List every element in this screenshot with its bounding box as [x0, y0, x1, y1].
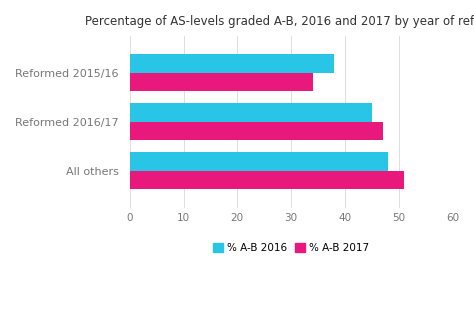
- Bar: [130, 103, 372, 122]
- Title: Percentage of AS-levels graded A-B, 2016 and 2017 by year of reform: Percentage of AS-levels graded A-B, 2016…: [85, 15, 474, 28]
- Bar: [130, 171, 404, 189]
- Bar: [130, 152, 388, 171]
- Bar: [130, 122, 383, 141]
- Bar: [130, 54, 334, 73]
- Legend: % A-B 2016, % A-B 2017: % A-B 2016, % A-B 2017: [209, 239, 373, 257]
- Bar: [130, 73, 312, 91]
